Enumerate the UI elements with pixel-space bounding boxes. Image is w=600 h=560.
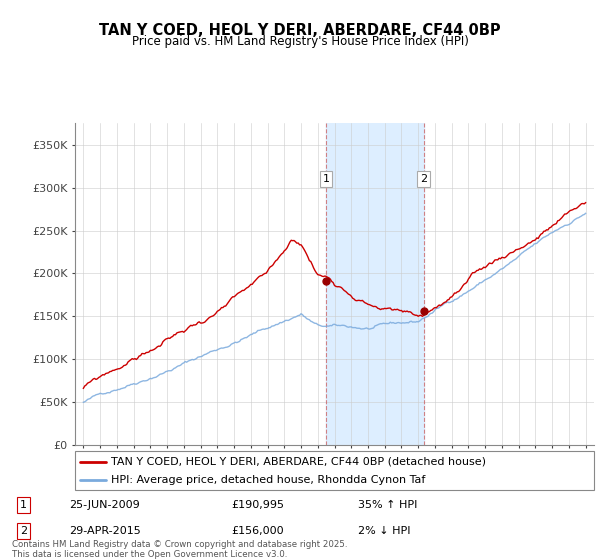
Text: 35% ↑ HPI: 35% ↑ HPI <box>358 500 417 510</box>
FancyBboxPatch shape <box>75 451 594 490</box>
Text: 2% ↓ HPI: 2% ↓ HPI <box>358 526 410 536</box>
Text: 2: 2 <box>420 174 427 184</box>
Text: £156,000: £156,000 <box>231 526 284 536</box>
Text: 2: 2 <box>20 526 27 536</box>
Text: HPI: Average price, detached house, Rhondda Cynon Taf: HPI: Average price, detached house, Rhon… <box>112 475 426 485</box>
Text: Contains HM Land Registry data © Crown copyright and database right 2025.
This d: Contains HM Land Registry data © Crown c… <box>12 540 347 559</box>
Text: Price paid vs. HM Land Registry's House Price Index (HPI): Price paid vs. HM Land Registry's House … <box>131 35 469 49</box>
Text: 1: 1 <box>323 174 329 184</box>
Text: £190,995: £190,995 <box>231 500 284 510</box>
Text: 25-JUN-2009: 25-JUN-2009 <box>70 500 140 510</box>
Bar <box>326 123 424 445</box>
Text: 29-APR-2015: 29-APR-2015 <box>70 526 142 536</box>
Text: 1: 1 <box>20 500 27 510</box>
Text: TAN Y COED, HEOL Y DERI, ABERDARE, CF44 0BP (detached house): TAN Y COED, HEOL Y DERI, ABERDARE, CF44 … <box>112 457 487 467</box>
Text: TAN Y COED, HEOL Y DERI, ABERDARE, CF44 0BP: TAN Y COED, HEOL Y DERI, ABERDARE, CF44 … <box>99 24 501 38</box>
